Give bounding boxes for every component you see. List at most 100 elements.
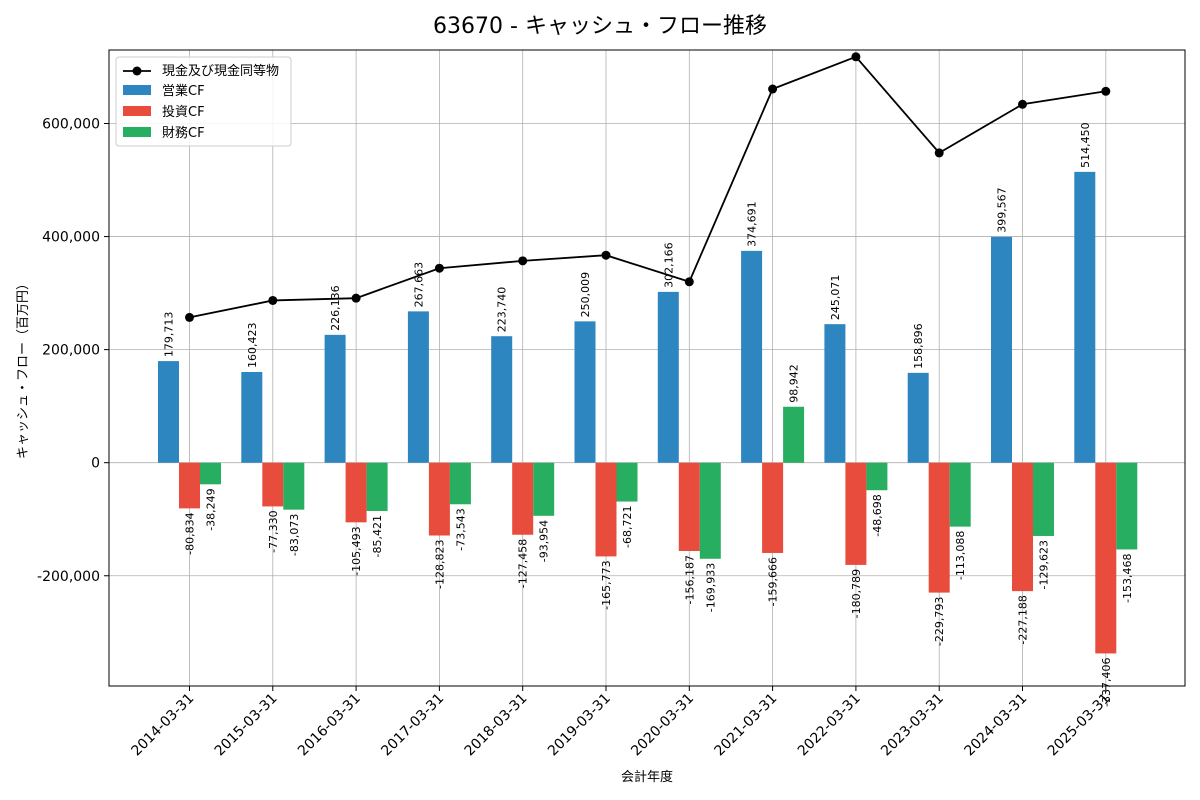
bar-data-label: 399,567 — [996, 187, 1009, 233]
bar — [428, 462, 450, 536]
bar-data-label: 226,136 — [329, 285, 342, 331]
bar-data-label: -169,933 — [704, 563, 717, 612]
bar — [283, 462, 305, 510]
bar-data-label: 223,740 — [496, 287, 509, 333]
bar — [991, 236, 1012, 463]
legend-swatch-operating — [123, 85, 151, 95]
bar — [158, 361, 179, 463]
y-tick-label: 600,000 — [42, 116, 100, 132]
cash-point — [185, 312, 194, 322]
grid-layer — [109, 50, 1185, 686]
bar — [407, 311, 429, 463]
bar-data-label: 179,713 — [163, 312, 176, 358]
bar-data-label: -153,468 — [1121, 553, 1134, 602]
bar — [783, 406, 805, 463]
legend-box — [115, 56, 292, 147]
legend-swatch-investing — [123, 106, 151, 116]
bar-data-label: 250,009 — [579, 272, 592, 318]
bar — [907, 372, 929, 463]
bar-data-label: -229,793 — [933, 597, 946, 646]
y-tick-label: 400,000 — [42, 230, 100, 246]
bar — [1074, 171, 1096, 463]
bar-data-label: 160,423 — [246, 323, 259, 369]
bar-data-label: -85,421 — [371, 515, 384, 557]
legend-label-financing: 財務CF — [162, 126, 205, 141]
bar — [533, 462, 555, 516]
bar — [324, 334, 346, 463]
cash-point — [434, 263, 444, 273]
bar — [845, 462, 867, 565]
cash-point — [934, 148, 944, 158]
legend-label-investing: 投資CF — [162, 104, 205, 120]
bar-data-label: -129,623 — [1038, 540, 1051, 589]
cash-point — [268, 295, 278, 305]
bar — [449, 462, 471, 505]
cash-point — [1018, 99, 1027, 109]
x-axis-label: 会計年度 — [621, 769, 673, 785]
x-tick-label: 2017-03-31 — [378, 691, 447, 760]
x-tick-label: 2018-03-31 — [462, 691, 531, 760]
x-tick-label: 2020-03-31 — [628, 691, 697, 760]
bar-data-label: 514,450 — [1079, 122, 1092, 168]
bar-data-label: -38,249 — [205, 488, 218, 530]
bar-data-label: -68,721 — [621, 506, 634, 548]
bar-data-label: -337,406 — [1100, 657, 1113, 706]
x-tick-label: 2021-03-31 — [712, 691, 781, 760]
bar-labels-layer: 179,713 160,423 226,136 267,663 223,740 250,0… — [163, 122, 1134, 707]
plot-frame — [108, 49, 1186, 687]
bar — [512, 462, 534, 535]
legend-label-cash: 現金及び現金同等物 — [162, 63, 279, 79]
x-tick-label: 2015-03-31 — [212, 691, 281, 760]
bar — [595, 462, 617, 557]
bar-data-label: -227,188 — [1017, 595, 1030, 644]
bar-data-label: -93,954 — [538, 520, 551, 562]
bar — [179, 462, 200, 509]
bar-data-label: -128,823 — [433, 540, 446, 589]
bar-data-label: -156,187 — [683, 555, 696, 604]
bar-data-label: -113,088 — [954, 531, 967, 580]
chart-title: 63670 - キャッシュ・フロー推移 — [433, 14, 767, 39]
bar — [1095, 462, 1117, 654]
cash-point — [351, 293, 361, 303]
x-tick-label: 2014-03-31 — [128, 691, 197, 760]
cash-point — [768, 84, 778, 94]
x-tick-label: 2022-03-31 — [795, 691, 864, 760]
y-tick-label: -200,000 — [37, 569, 100, 585]
bar-data-label: -105,493 — [350, 526, 363, 575]
x-tick-label: 2024-03-31 — [961, 691, 1030, 760]
bar — [949, 462, 971, 527]
bar — [491, 336, 513, 463]
bar-data-label: -77,330 — [267, 510, 280, 552]
cash-point — [518, 256, 528, 266]
bar — [762, 462, 784, 553]
cash-point — [851, 52, 861, 62]
bar-data-label: 98,942 — [788, 364, 801, 403]
bar — [928, 462, 950, 593]
y-tick-label: 200,000 — [42, 343, 100, 359]
bar-data-label: -48,698 — [871, 494, 884, 536]
legend-swatch-financing — [123, 127, 151, 137]
bar — [1012, 462, 1033, 592]
bar — [824, 324, 846, 463]
y-tick-label: 0 — [91, 456, 100, 472]
bar-data-label: 374,691 — [746, 201, 759, 247]
bars-layer — [158, 171, 1138, 654]
bar-data-label: -165,773 — [600, 560, 613, 609]
bar — [1116, 462, 1138, 550]
bar — [657, 291, 679, 463]
line-layer — [185, 52, 1111, 322]
x-tick-label: 2019-03-31 — [545, 691, 614, 760]
x-tick-label: 2023-03-31 — [878, 691, 947, 760]
bar — [241, 372, 263, 463]
bar — [866, 462, 888, 491]
bar-data-label: -159,666 — [767, 557, 780, 606]
bar — [678, 462, 700, 551]
bar — [574, 321, 596, 463]
legend: 現金及び現金同等物 営業CF 投資CF 財務CF — [115, 56, 292, 147]
cash-point — [684, 277, 694, 287]
bar-data-label: 267,663 — [412, 262, 425, 308]
legend-line-dot — [132, 66, 142, 76]
bar-data-label: -180,789 — [850, 569, 863, 618]
bar-data-label: -127,458 — [517, 539, 530, 588]
